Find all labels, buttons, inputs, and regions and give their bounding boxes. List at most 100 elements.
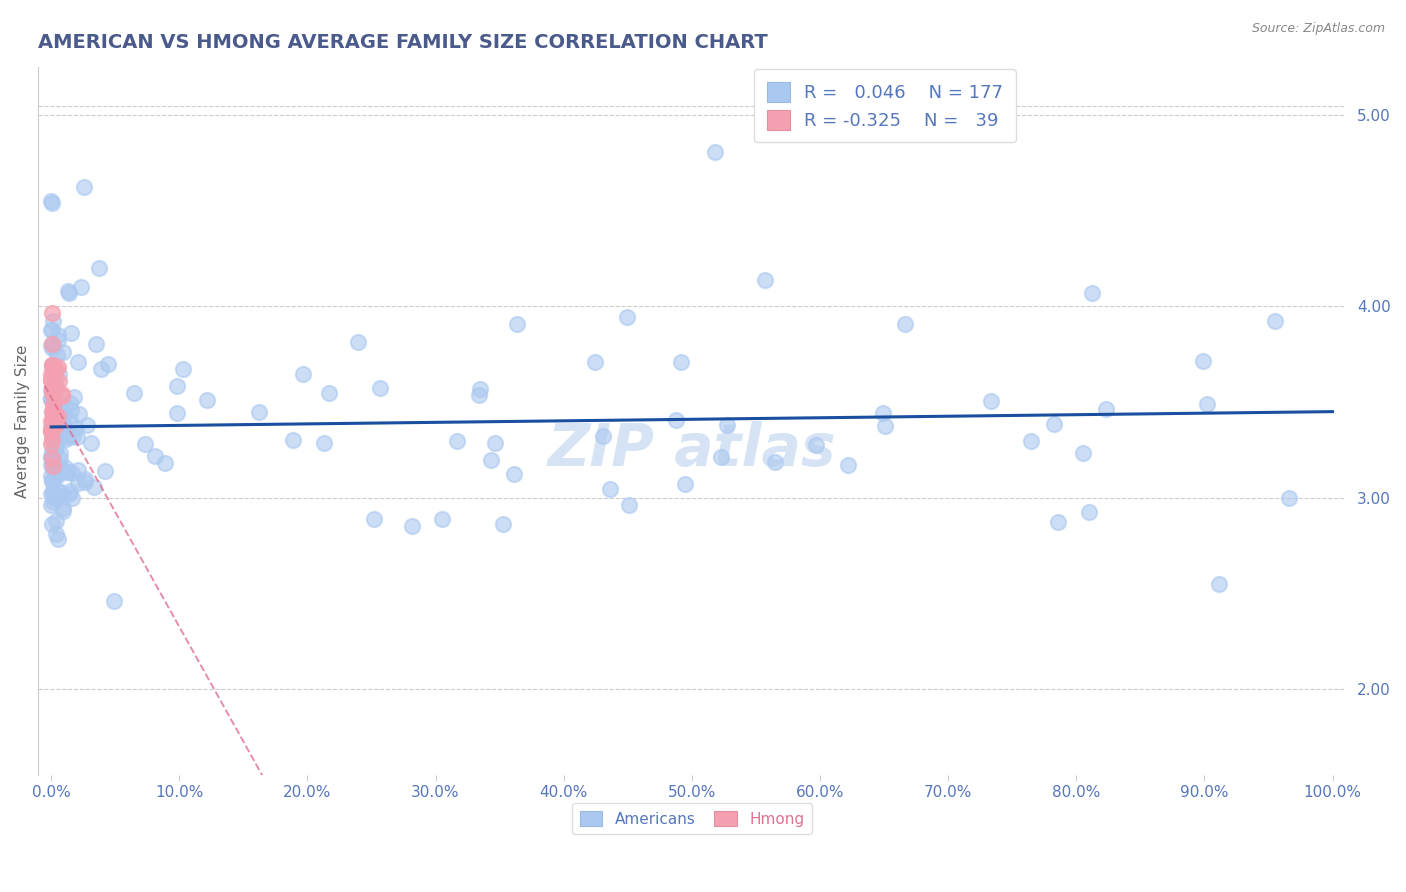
Point [44,425,66,439]
Point [134,437,156,451]
Text: AMERICAN VS HMONG AVERAGE FAMILY SIZE CORRELATION CHART: AMERICAN VS HMONG AVERAGE FAMILY SIZE CO… [38,33,768,52]
Point [58,285,80,300]
Point [46,328,69,343]
Point [58,487,80,501]
Point [172,361,194,376]
Legend: Americans, Hmong: Americans, Hmong [572,803,811,834]
Text: Source: ZipAtlas.com: Source: ZipAtlas.com [1251,22,1385,36]
Point [59,326,82,341]
Point [103,594,125,608]
Point [44,442,66,456]
Point [166,379,188,393]
Point [48,404,70,418]
Point [75,475,97,489]
Point [44,373,66,387]
Point [46,465,69,479]
Point [41,453,63,467]
Point [401,518,423,533]
Point [1095,401,1118,416]
Point [39,458,62,472]
Point [48,375,70,389]
Point [48,458,70,473]
Point [470,382,492,396]
Point [87,261,110,276]
Point [484,435,506,450]
Point [45,378,67,392]
Point [90,362,112,376]
Point [42,314,65,328]
Point [83,480,105,494]
Point [52,408,75,422]
Point [41,474,63,488]
Point [42,486,65,500]
Point [41,443,63,458]
Point [39,392,62,406]
Point [1071,446,1094,460]
Point [468,388,491,402]
Point [41,415,63,429]
Point [39,367,62,381]
Point [46,431,69,445]
Point [41,359,63,373]
Point [39,384,62,398]
Point [39,323,62,337]
Point [48,430,70,444]
Point [1208,576,1230,591]
Point [45,514,67,528]
Point [39,425,62,439]
Point [41,196,63,211]
Point [94,464,117,478]
Point [41,405,63,419]
Point [62,429,84,443]
Point [42,434,65,448]
Point [710,450,733,465]
Point [363,512,385,526]
Point [583,354,606,368]
Point [45,384,67,399]
Point [65,421,87,435]
Point [41,306,63,320]
Point [247,405,270,419]
Point [1192,354,1215,368]
Point [669,355,692,369]
Point [48,401,70,415]
Point [41,359,63,373]
Point [60,466,83,480]
Y-axis label: Average Family Size: Average Family Size [15,344,30,498]
Point [41,423,63,437]
Point [63,390,86,404]
Point [60,491,83,505]
Point [97,357,120,371]
Point [312,436,335,450]
Point [446,434,468,448]
Point [41,422,63,436]
Point [42,389,65,403]
Point [45,417,67,432]
Point [59,403,82,417]
Point [46,484,69,499]
Point [48,368,70,382]
Point [42,380,65,394]
Point [48,463,70,477]
Point [42,472,65,486]
Point [51,387,73,401]
Point [704,145,727,159]
Point [42,401,65,416]
Point [46,468,69,483]
Point [55,461,77,475]
Point [51,416,73,430]
Point [44,408,66,422]
Point [53,399,76,413]
Point [66,475,89,490]
Point [41,385,63,400]
Point [42,417,65,432]
Point [44,491,66,505]
Point [53,428,76,442]
Point [45,428,67,442]
Point [39,498,62,512]
Point [39,423,62,437]
Point [45,442,67,457]
Point [41,382,63,396]
Point [41,437,63,451]
Point [980,394,1002,409]
